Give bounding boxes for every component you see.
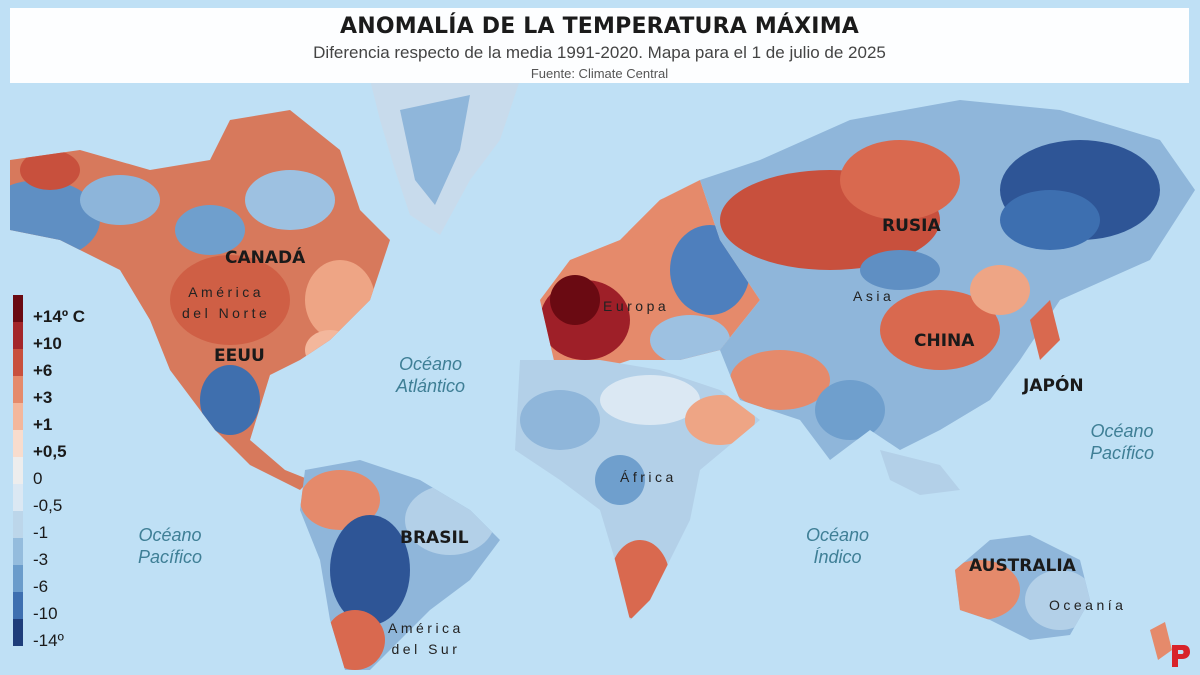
label-brasil: BRASIL	[400, 528, 469, 548]
africa	[515, 360, 760, 620]
label-japon: JAPÓN	[1023, 376, 1084, 396]
europe	[540, 180, 760, 370]
legend-swatch	[13, 565, 23, 592]
legend-label: +6	[33, 361, 53, 380]
label-oceano-atlantico-line1: Océano	[399, 354, 463, 374]
legend-label: +1	[33, 415, 53, 434]
legend-swatch	[13, 484, 23, 511]
label-oceano-pacifico-este: Océano Pacífico	[138, 524, 202, 568]
legend-label: -3	[33, 550, 49, 569]
legend-swatch	[13, 457, 23, 484]
label-canada: CANADÁ	[225, 248, 306, 268]
legend-swatch	[13, 376, 23, 403]
label-oceano-indico: Océano Índico	[806, 524, 869, 568]
legend-label: -6	[33, 577, 49, 596]
legend-swatch	[13, 349, 23, 376]
australia-landmass	[955, 535, 1090, 640]
legend-label: -14º	[33, 631, 64, 650]
greenland-shade	[400, 95, 470, 205]
legend-swatch	[13, 322, 23, 349]
legend-swatch	[13, 295, 23, 322]
legend-swatch	[13, 538, 23, 565]
legend-label: -0,5	[33, 496, 63, 515]
map-subtitle: Diferencia respecto de la media 1991-202…	[313, 43, 886, 62]
label-america-sur-line2: del Sur	[391, 641, 461, 657]
label-oceano-pacifico-oeste-line2: Pacífico	[1090, 443, 1155, 463]
label-africa: África	[620, 469, 677, 485]
label-oceano-atlantico-line2: Atlántico	[396, 376, 466, 396]
legend-label: 0	[33, 469, 43, 488]
legend-label: -1	[33, 523, 49, 542]
label-america-sur-line1: América	[388, 620, 464, 636]
legend-label: +0,5	[33, 442, 67, 461]
label-oceano-pacifico-oeste: Océano Pacífico	[1090, 420, 1154, 464]
label-america-norte-line2: del Norte	[182, 305, 271, 321]
legend-swatch	[13, 592, 23, 619]
map-source: Fuente: Climate Central	[530, 66, 669, 81]
label-oceano-indico-line2: Índico	[813, 547, 862, 567]
label-asia: Asia	[853, 288, 895, 304]
maritime-se-asia	[880, 450, 960, 495]
label-america-norte-line1: América	[188, 284, 265, 300]
label-america-norte: América del Norte	[182, 282, 270, 324]
legend-swatch	[13, 511, 23, 538]
legend-label: +3	[33, 388, 53, 407]
legend-color-bar	[13, 295, 23, 646]
label-eeuu: EEUU	[214, 346, 265, 366]
publisher-logo-icon	[1172, 645, 1190, 667]
japan-landmass	[1030, 300, 1060, 360]
header-panel: ANOMALÍA DE LA TEMPERATURA MÁXIMA Difere…	[10, 8, 1189, 83]
label-australia: AUSTRALIA	[969, 556, 1076, 576]
label-europa: Europa	[603, 298, 670, 314]
asia	[700, 100, 1195, 460]
label-oceania: Oceanía	[1049, 597, 1127, 613]
legend-swatch	[13, 403, 23, 430]
label-oceano-pacifico-este-line2: Pacífico	[138, 547, 203, 567]
legend-label: -10	[33, 604, 58, 623]
label-oceano-pacifico-este-line1: Océano	[138, 525, 202, 545]
label-china: CHINA	[914, 331, 975, 351]
legend-swatch	[13, 619, 23, 646]
label-oceano-indico-line1: Océano	[806, 525, 870, 545]
label-america-sur: América del Sur	[388, 618, 464, 660]
label-oceano-atlantico: Océano Atlántico	[396, 353, 465, 397]
legend-label: +14º C	[33, 307, 86, 326]
legend-swatch	[13, 430, 23, 457]
map-title: ANOMALÍA DE LA TEMPERATURA MÁXIMA	[339, 14, 860, 39]
legend-label: +10	[33, 334, 62, 353]
label-rusia: RUSIA	[882, 216, 941, 236]
label-oceano-pacifico-oeste-line1: Océano	[1090, 421, 1154, 441]
new-zealand	[1150, 622, 1172, 660]
